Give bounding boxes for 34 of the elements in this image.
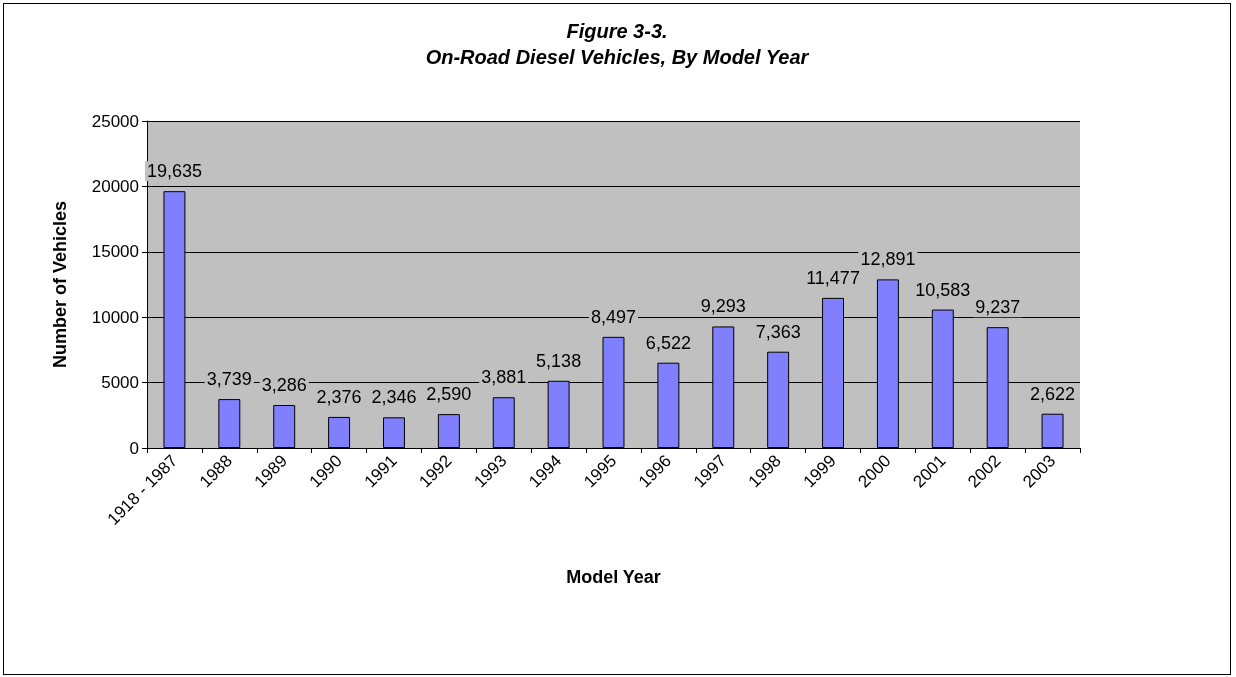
bar bbox=[382, 417, 405, 448]
data-label: 3,739 bbox=[206, 369, 252, 390]
data-label: 19,635 bbox=[146, 161, 202, 182]
bar bbox=[437, 414, 460, 448]
bar bbox=[218, 399, 241, 448]
data-label: 2,346 bbox=[371, 387, 417, 408]
bar bbox=[273, 405, 296, 448]
data-label: 5,138 bbox=[536, 350, 582, 371]
data-label: 10,583 bbox=[915, 279, 971, 300]
y-tick-label: 25000 bbox=[91, 111, 139, 131]
data-label: 6,522 bbox=[645, 332, 691, 353]
data-label: 8,497 bbox=[590, 306, 637, 327]
data-label: 3,286 bbox=[261, 375, 307, 396]
y-tick-label: 15000 bbox=[91, 242, 139, 262]
data-label: 2,622 bbox=[1030, 383, 1076, 404]
bar bbox=[1041, 413, 1064, 448]
data-label: 2,590 bbox=[426, 384, 472, 405]
y-tick-label: 20000 bbox=[91, 176, 139, 196]
data-label: 9,293 bbox=[700, 296, 746, 317]
data-label: 12,891 bbox=[860, 249, 916, 270]
data-label: 11,477 bbox=[806, 267, 860, 288]
y-tick-label: 10000 bbox=[91, 307, 139, 327]
chart-title: Figure 3-3. bbox=[566, 20, 668, 42]
y-tick-label: 0 bbox=[129, 438, 139, 458]
data-label: 7,363 bbox=[755, 321, 801, 342]
bar bbox=[492, 397, 515, 448]
data-label: 3,881 bbox=[481, 367, 527, 388]
y-tick-label: 5000 bbox=[101, 373, 139, 393]
chart-subtitle: On-Road Diesel Vehicles, By Model Year bbox=[425, 46, 810, 68]
bar bbox=[328, 416, 351, 448]
x-axis-title: Model Year bbox=[566, 567, 661, 587]
data-label: 2,376 bbox=[316, 386, 362, 407]
y-axis-title: Number of Vehicles bbox=[50, 200, 70, 369]
data-label: 9,237 bbox=[975, 297, 1021, 318]
